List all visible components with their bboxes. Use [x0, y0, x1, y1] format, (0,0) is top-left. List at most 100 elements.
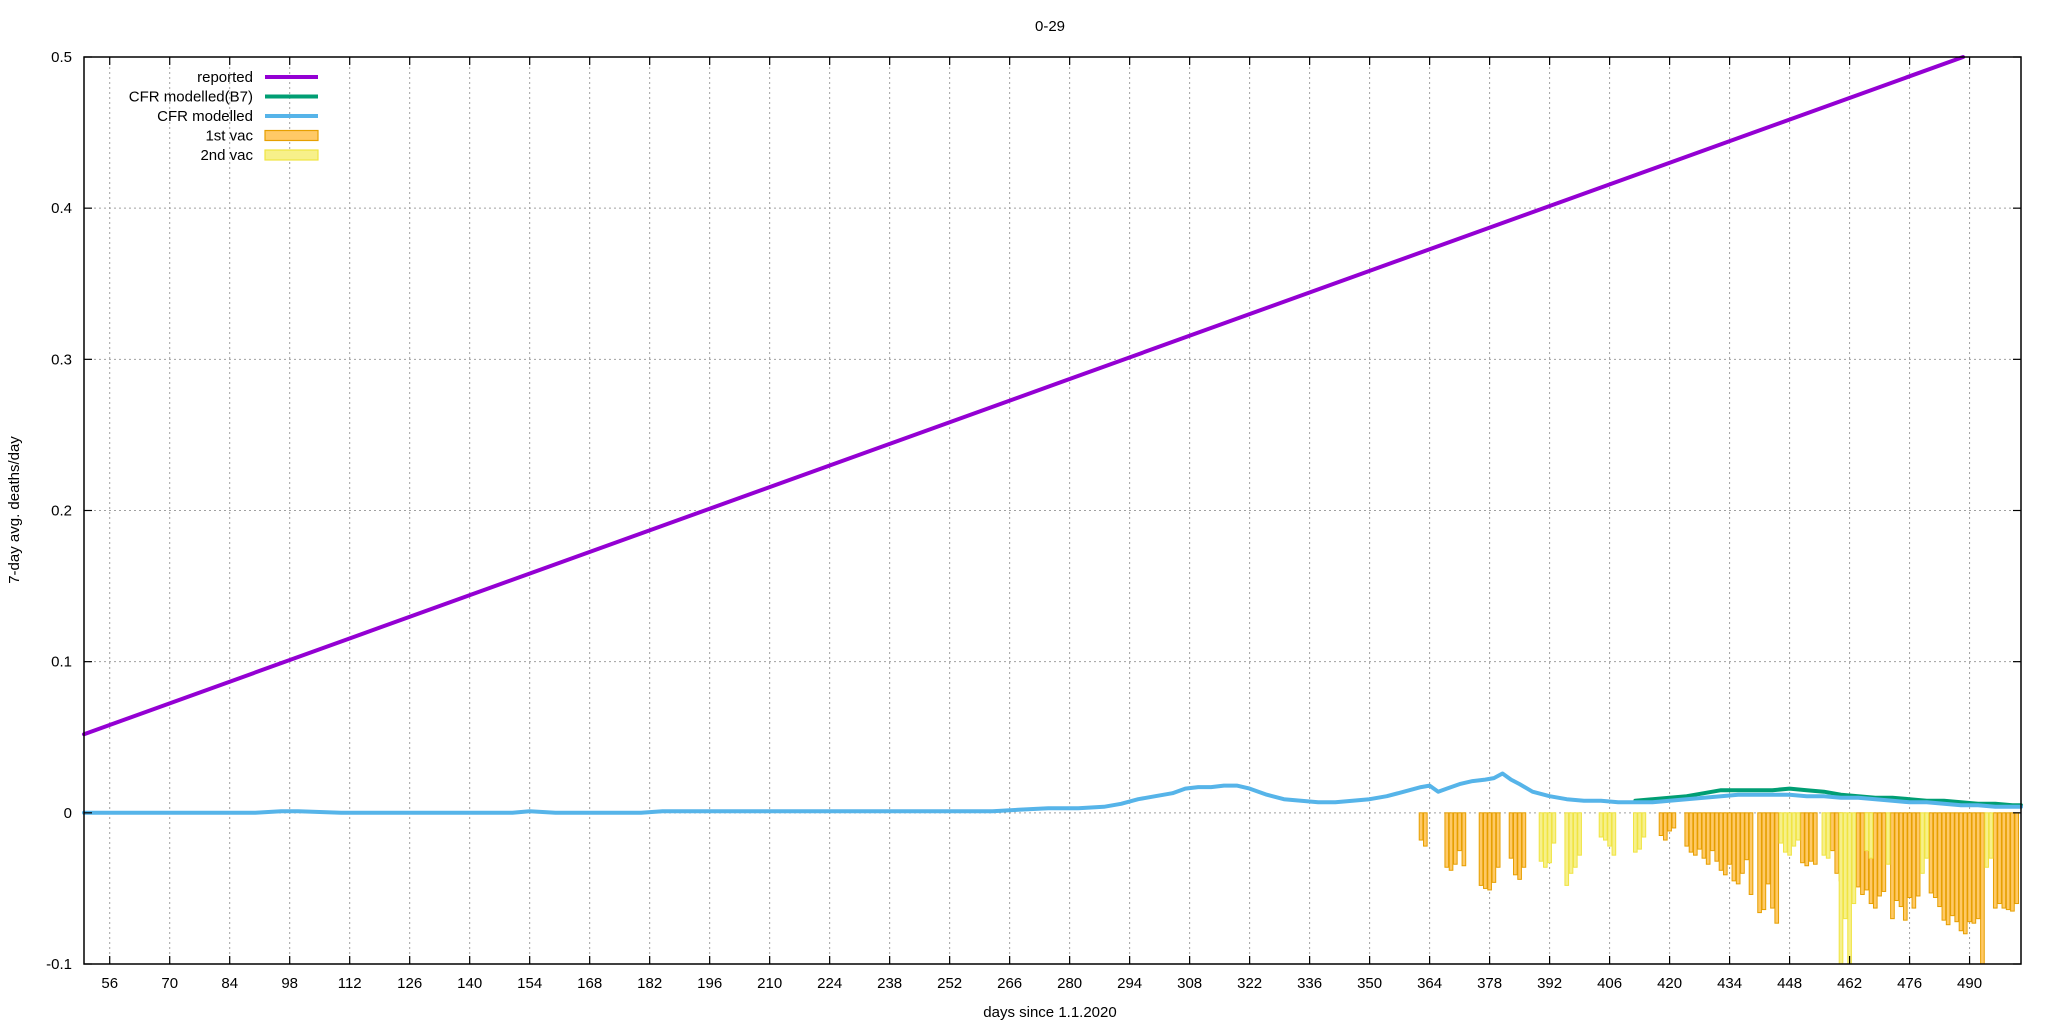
bar-1st-vac [1495, 812, 1501, 868]
x-tick-label: 98 [281, 975, 298, 992]
bar-1st-vac [2010, 812, 2015, 912]
x-tick-label: 182 [637, 975, 662, 992]
bar-1st-vac [1937, 812, 1942, 908]
bar-1st-vac [1855, 812, 1861, 888]
legend-label-cfr-modelled: CFR modelled [157, 108, 253, 125]
bar-2nd-vac [1607, 812, 1612, 847]
bar-2nd-vac [1611, 812, 1617, 856]
bar-1st-vac [1954, 812, 1960, 923]
bar-1st-vac [1958, 812, 1964, 932]
legend-label-1st-vac: 1st vac [205, 128, 253, 145]
bar-1st-vac [1418, 812, 1424, 841]
bar-1st-vac [1911, 812, 1917, 909]
bar-1st-vac [1744, 812, 1750, 861]
bar-2nd-vac [1984, 812, 1990, 868]
bar-1st-vac [1521, 812, 1527, 868]
bar-1st-vac [1423, 812, 1428, 847]
bar-2nd-vac [1838, 812, 1844, 965]
bar-1st-vac [1962, 812, 1968, 935]
bar-1st-vac [1774, 812, 1780, 924]
bar-1st-vac [1950, 812, 1955, 917]
axis-ticks: 56 70 84 98 112 126 140 154 168 182 196 210 224 238 25… [46, 49, 2021, 992]
bar-1st-vac [1877, 812, 1882, 897]
series-line-reported [82, 55, 1966, 737]
bar-1st-vac [2001, 812, 2007, 909]
bar-2nd-vac [1542, 812, 1548, 868]
bar-2nd-vac [1924, 812, 1930, 859]
legend-label-2nd-vac: 2nd vac [200, 147, 253, 164]
bar-1st-vac [1902, 812, 1908, 921]
bar-2nd-vac [1568, 812, 1574, 874]
bar-2nd-vac [1782, 812, 1788, 853]
bar-2nd-vac [1572, 812, 1578, 868]
chart-title: 0-29 [1035, 18, 1065, 35]
bar-1st-vac [1705, 812, 1711, 865]
x-tick-label: 154 [517, 975, 542, 992]
bar-1st-vac [1727, 812, 1732, 865]
bar-1st-vac [1692, 812, 1698, 856]
bar-2nd-vac [1632, 812, 1638, 853]
x-tick-label: 336 [1297, 975, 1322, 992]
bar-1st-vac [1941, 812, 1947, 921]
x-tick-label: 280 [1057, 975, 1082, 992]
bar-2nd-vac [1778, 812, 1784, 844]
bar-2nd-vac [1791, 812, 1797, 847]
bar-1st-vac [1731, 812, 1737, 882]
bar-2nd-vac [1885, 812, 1891, 865]
bar-1st-vac [1513, 812, 1518, 876]
bar-1st-vac [1800, 812, 1805, 864]
bar-1st-vac [1722, 812, 1728, 876]
x-tick-label: 56 [101, 975, 118, 992]
bar-1st-vac [1907, 812, 1912, 898]
bar-1st-vac [1487, 812, 1492, 891]
bar-2nd-vac [1825, 812, 1831, 859]
bar-2nd-vac [1577, 812, 1582, 856]
y-tick-label: 0.3 [51, 351, 72, 368]
x-tick-label: 238 [877, 975, 902, 992]
bar-1st-vac [1688, 812, 1694, 853]
bar-1st-vac [1894, 812, 1900, 902]
bar-1st-vac [1997, 812, 2002, 905]
bar-1st-vac [1710, 812, 1715, 852]
x-axis-label: days since 1.1.2020 [983, 1004, 1116, 1021]
legend-swatch-1st-vac [264, 129, 319, 142]
bar-2nd-vac [1538, 812, 1544, 862]
bar-1st-vac [1684, 812, 1690, 847]
legend: reported CFR modelled(B7) CFR modelled 1st … [129, 69, 319, 164]
bar-1st-vac [1980, 812, 1985, 965]
bar-1st-vac [1808, 812, 1814, 862]
bar-2nd-vac [1598, 812, 1604, 838]
x-tick-label: 140 [457, 975, 482, 992]
bar-1st-vac [1915, 812, 1921, 897]
y-axis-label: 7-day avg. deaths/day [6, 436, 23, 584]
bar-1st-vac [1928, 812, 1934, 894]
bar-1st-vac [1461, 812, 1467, 867]
bar-2nd-vac [1637, 812, 1642, 850]
bar-2nd-vac [1847, 812, 1852, 965]
bar-1st-vac [1667, 812, 1672, 832]
bar-1st-vac [1491, 812, 1497, 883]
x-tick-label: 420 [1657, 975, 1682, 992]
y-tick-label: 0.2 [51, 503, 72, 520]
bar-1st-vac [1975, 812, 1981, 920]
legend-swatch-2nd-vac [264, 149, 319, 161]
bar-2nd-vac [1868, 812, 1874, 859]
bar-1st-vac [1448, 812, 1454, 871]
bar-1st-vac [1508, 812, 1514, 859]
y-tick-label: 0.5 [51, 49, 72, 66]
x-tick-label: 462 [1837, 975, 1862, 992]
bar-1st-vac [1804, 812, 1810, 867]
x-tick-label: 196 [697, 975, 722, 992]
x-tick-label: 294 [1117, 975, 1142, 992]
x-tick-label: 224 [817, 975, 842, 992]
bar-1st-vac [1971, 812, 1977, 924]
bar-2nd-vac [1988, 812, 1994, 859]
y-tick-label: 0 [64, 805, 72, 822]
x-tick-label: 266 [997, 975, 1022, 992]
bar-1st-vac [1967, 812, 1972, 923]
x-tick-label: 322 [1237, 975, 1262, 992]
bar-1st-vac [1932, 812, 1938, 898]
series-line-cfr-modelled-b7- [1633, 786, 2023, 808]
x-tick-label: 70 [161, 975, 178, 992]
